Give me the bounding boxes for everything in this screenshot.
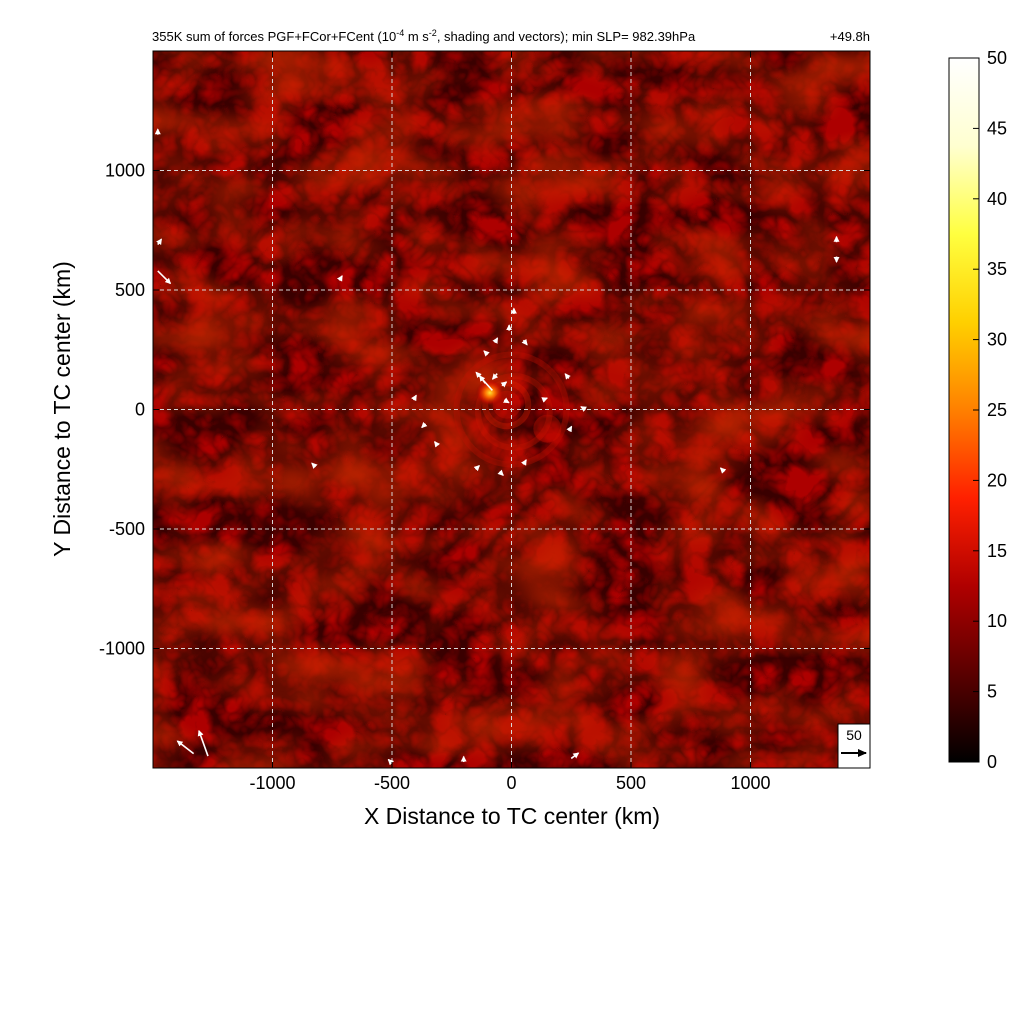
force-vector — [492, 337, 499, 344]
force-vector — [521, 459, 527, 466]
force-vector — [719, 467, 727, 474]
colorbar-tick-label: 20 — [987, 470, 1007, 490]
colorbar-tick-label: 45 — [987, 118, 1007, 138]
force-vector — [197, 729, 209, 757]
chart-title: 355K sum of forces PGF+FCor+FCent (10-4 … — [152, 28, 696, 44]
plot-area — [153, 51, 870, 768]
colorbar-tick-label: 30 — [987, 330, 1007, 350]
colorbar-tick-label: 10 — [987, 611, 1007, 631]
force-vector — [570, 752, 580, 760]
force-vector — [500, 381, 508, 388]
reference-vector-box: 50 — [837, 723, 871, 769]
x-tick-label: -1000 — [249, 773, 295, 793]
force-vector — [580, 406, 587, 412]
colorbar-tick-label: 25 — [987, 400, 1007, 420]
y-axis-label: Y Distance to TC center (km) — [49, 261, 75, 557]
force-vectors — [154, 128, 840, 766]
axes: -1000 -500 0 500 1000 -1000 -500 0 500 1000 — [99, 51, 870, 793]
force-vector — [336, 275, 343, 282]
x-tick-label: 0 — [506, 773, 516, 793]
force-vector — [541, 397, 548, 403]
ring-band-1 — [475, 373, 553, 451]
force-vector — [497, 469, 504, 476]
force-vector — [566, 425, 573, 433]
feature-spiral-band — [533, 414, 562, 443]
colorbar-tick-label: 0 — [987, 752, 997, 772]
colorbar-tick-label: 15 — [987, 541, 1007, 561]
force-vector — [311, 462, 318, 469]
force-vector — [387, 758, 395, 766]
y-tick-label: 500 — [115, 280, 145, 300]
force-vector — [473, 464, 480, 472]
x-tick-label: 500 — [616, 773, 646, 793]
force-vector — [564, 373, 571, 380]
y-tick-label: 1000 — [105, 161, 145, 181]
forecast-time-label: +49.8h — [830, 29, 870, 44]
force-vector — [421, 421, 428, 429]
force-vector — [157, 270, 172, 285]
force-vector — [479, 375, 486, 384]
y-tick-label: -1000 — [99, 639, 145, 659]
colorbar-tick-label: 35 — [987, 259, 1007, 279]
x-axis-label: X Distance to TC center (km) — [364, 803, 660, 829]
x-tick-label: -500 — [374, 773, 410, 793]
force-vector — [502, 397, 510, 404]
colorbar-tick-label: 5 — [987, 682, 997, 702]
colorbar: 0 5 10 15 20 25 30 35 40 45 50 — [948, 48, 1007, 772]
force-vector — [492, 373, 499, 380]
force-vector — [483, 350, 490, 357]
colorbar-ticks: 0 5 10 15 20 25 30 35 40 45 50 — [973, 48, 1007, 772]
feature-inner-ring — [492, 390, 521, 419]
feature-core-maximum — [475, 379, 505, 406]
x-tick-label: 1000 — [730, 773, 770, 793]
reference-vector-label: 50 — [846, 727, 862, 743]
force-vector — [156, 238, 163, 246]
colorbar-tick-label: 50 — [987, 48, 1007, 68]
y-tick-label: -500 — [109, 519, 145, 539]
grid-lines — [153, 51, 870, 768]
force-vector — [521, 338, 528, 346]
colorbar-tick-label: 40 — [987, 189, 1007, 209]
y-tick-label: 0 — [135, 400, 145, 420]
force-vector — [176, 740, 195, 755]
force-vector — [411, 394, 417, 402]
force-vector — [434, 440, 441, 448]
